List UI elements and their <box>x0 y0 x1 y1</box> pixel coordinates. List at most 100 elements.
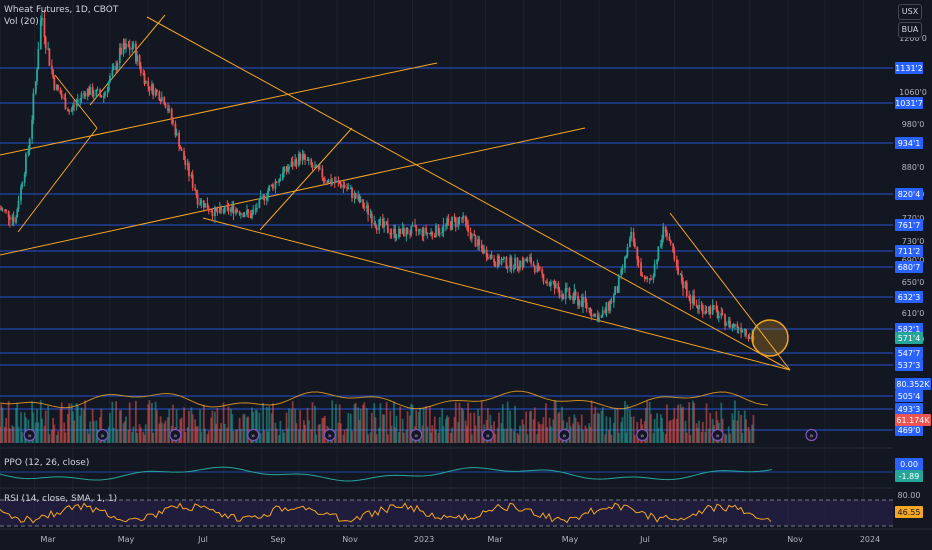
candle <box>740 327 742 332</box>
volume-bar <box>142 431 145 443</box>
volume-bar <box>532 419 535 443</box>
volume-bar <box>285 412 288 443</box>
volume-bar <box>608 429 610 443</box>
time-tick-label: May <box>562 535 579 544</box>
event-marker[interactable] <box>23 428 36 442</box>
candle <box>536 265 539 273</box>
price-level-label: 493'3 <box>898 405 921 414</box>
event-marker[interactable] <box>247 428 260 442</box>
volume-bar <box>672 419 675 443</box>
candle <box>15 217 17 223</box>
candle <box>96 89 99 91</box>
ppo-pane[interactable] <box>0 447 893 482</box>
candle <box>17 200 20 210</box>
volume-bar <box>183 407 185 443</box>
rsi-pane[interactable] <box>0 487 893 527</box>
price-tick-label: 770'0 <box>902 214 925 223</box>
candle <box>247 209 250 213</box>
candles-group[interactable] <box>0 10 755 343</box>
candle <box>347 188 350 190</box>
volume-bar <box>63 422 66 443</box>
volume-bar <box>633 434 636 443</box>
volume-bar <box>79 415 82 443</box>
event-markers[interactable]: » » » » » » » » » » » <box>23 428 818 442</box>
time-tick-label: Jul <box>197 535 208 544</box>
volume-bar <box>351 430 353 443</box>
volume-bar <box>664 433 667 443</box>
event-marker[interactable] <box>481 428 494 442</box>
volume-bar <box>310 428 313 443</box>
candle <box>426 232 429 234</box>
event-marker[interactable] <box>96 428 109 442</box>
ppo-value-tag <box>895 470 923 482</box>
volume-bar <box>652 433 655 443</box>
volume-bar <box>267 431 269 443</box>
volume-bar <box>751 424 754 443</box>
candle <box>533 265 536 273</box>
candle <box>402 227 405 237</box>
candle <box>152 84 155 96</box>
candle <box>288 166 290 170</box>
candle <box>574 291 577 296</box>
volume-bar <box>116 429 119 443</box>
event-marker[interactable] <box>558 428 571 442</box>
candle <box>285 166 288 172</box>
volume-bar <box>323 415 326 443</box>
candle <box>609 300 612 311</box>
candle <box>467 225 470 232</box>
volume-bar <box>474 425 477 443</box>
event-marker[interactable] <box>711 428 724 442</box>
candle <box>385 221 388 226</box>
candle <box>138 55 141 66</box>
time-axis[interactable]: Mar May Jul Sep Nov 2023 Mar May Jul Sep Nov 2024 <box>0 528 932 544</box>
volume-bar <box>385 402 388 443</box>
candle <box>594 313 597 315</box>
volume-bar <box>263 430 266 443</box>
currency-button[interactable]: USX <box>898 4 922 20</box>
event-marker[interactable] <box>410 428 423 442</box>
candle <box>265 197 268 201</box>
candle <box>57 84 59 90</box>
time-tick-label: Sep <box>712 535 727 544</box>
event-marker[interactable] <box>169 428 182 442</box>
volume-bar <box>736 420 739 443</box>
volume-bar <box>446 415 449 443</box>
volume-bar <box>593 413 595 443</box>
volume-bar <box>12 426 15 443</box>
event-marker[interactable] <box>323 428 336 442</box>
candle <box>21 182 24 187</box>
event-marker[interactable] <box>805 428 818 442</box>
price-level-label: 469'0 <box>898 426 921 435</box>
event-marker[interactable] <box>636 428 649 442</box>
candle <box>275 181 278 183</box>
volume-bar <box>11 425 14 443</box>
candle <box>405 228 408 237</box>
volume-bar <box>222 402 225 443</box>
unit-button[interactable]: BUA <box>898 22 922 38</box>
volume-bar <box>389 410 392 443</box>
candle <box>465 221 468 226</box>
volume-bar <box>286 428 289 443</box>
volume-bar <box>740 414 742 443</box>
candle <box>64 97 67 110</box>
volume-bar <box>59 408 62 443</box>
volume-bar <box>194 419 197 443</box>
volume-bar <box>409 415 411 443</box>
price-axis[interactable]: 1200'01060'0980'0880'0820'0770'0730'0690… <box>893 0 932 550</box>
volume-bar <box>462 409 465 443</box>
candle <box>4 209 6 211</box>
candle <box>390 233 393 235</box>
candle <box>84 93 87 97</box>
volume-bar <box>696 428 699 443</box>
candle <box>437 225 440 235</box>
volume-bar <box>685 432 688 443</box>
price-tick-label: 650'0 <box>902 278 925 287</box>
volume-label: Vol (20) <box>4 17 39 27</box>
candle <box>401 227 404 234</box>
candle <box>637 259 640 263</box>
volume-bar <box>275 428 278 443</box>
candle <box>538 266 541 270</box>
candle <box>600 315 603 318</box>
volume-bar <box>186 426 189 443</box>
